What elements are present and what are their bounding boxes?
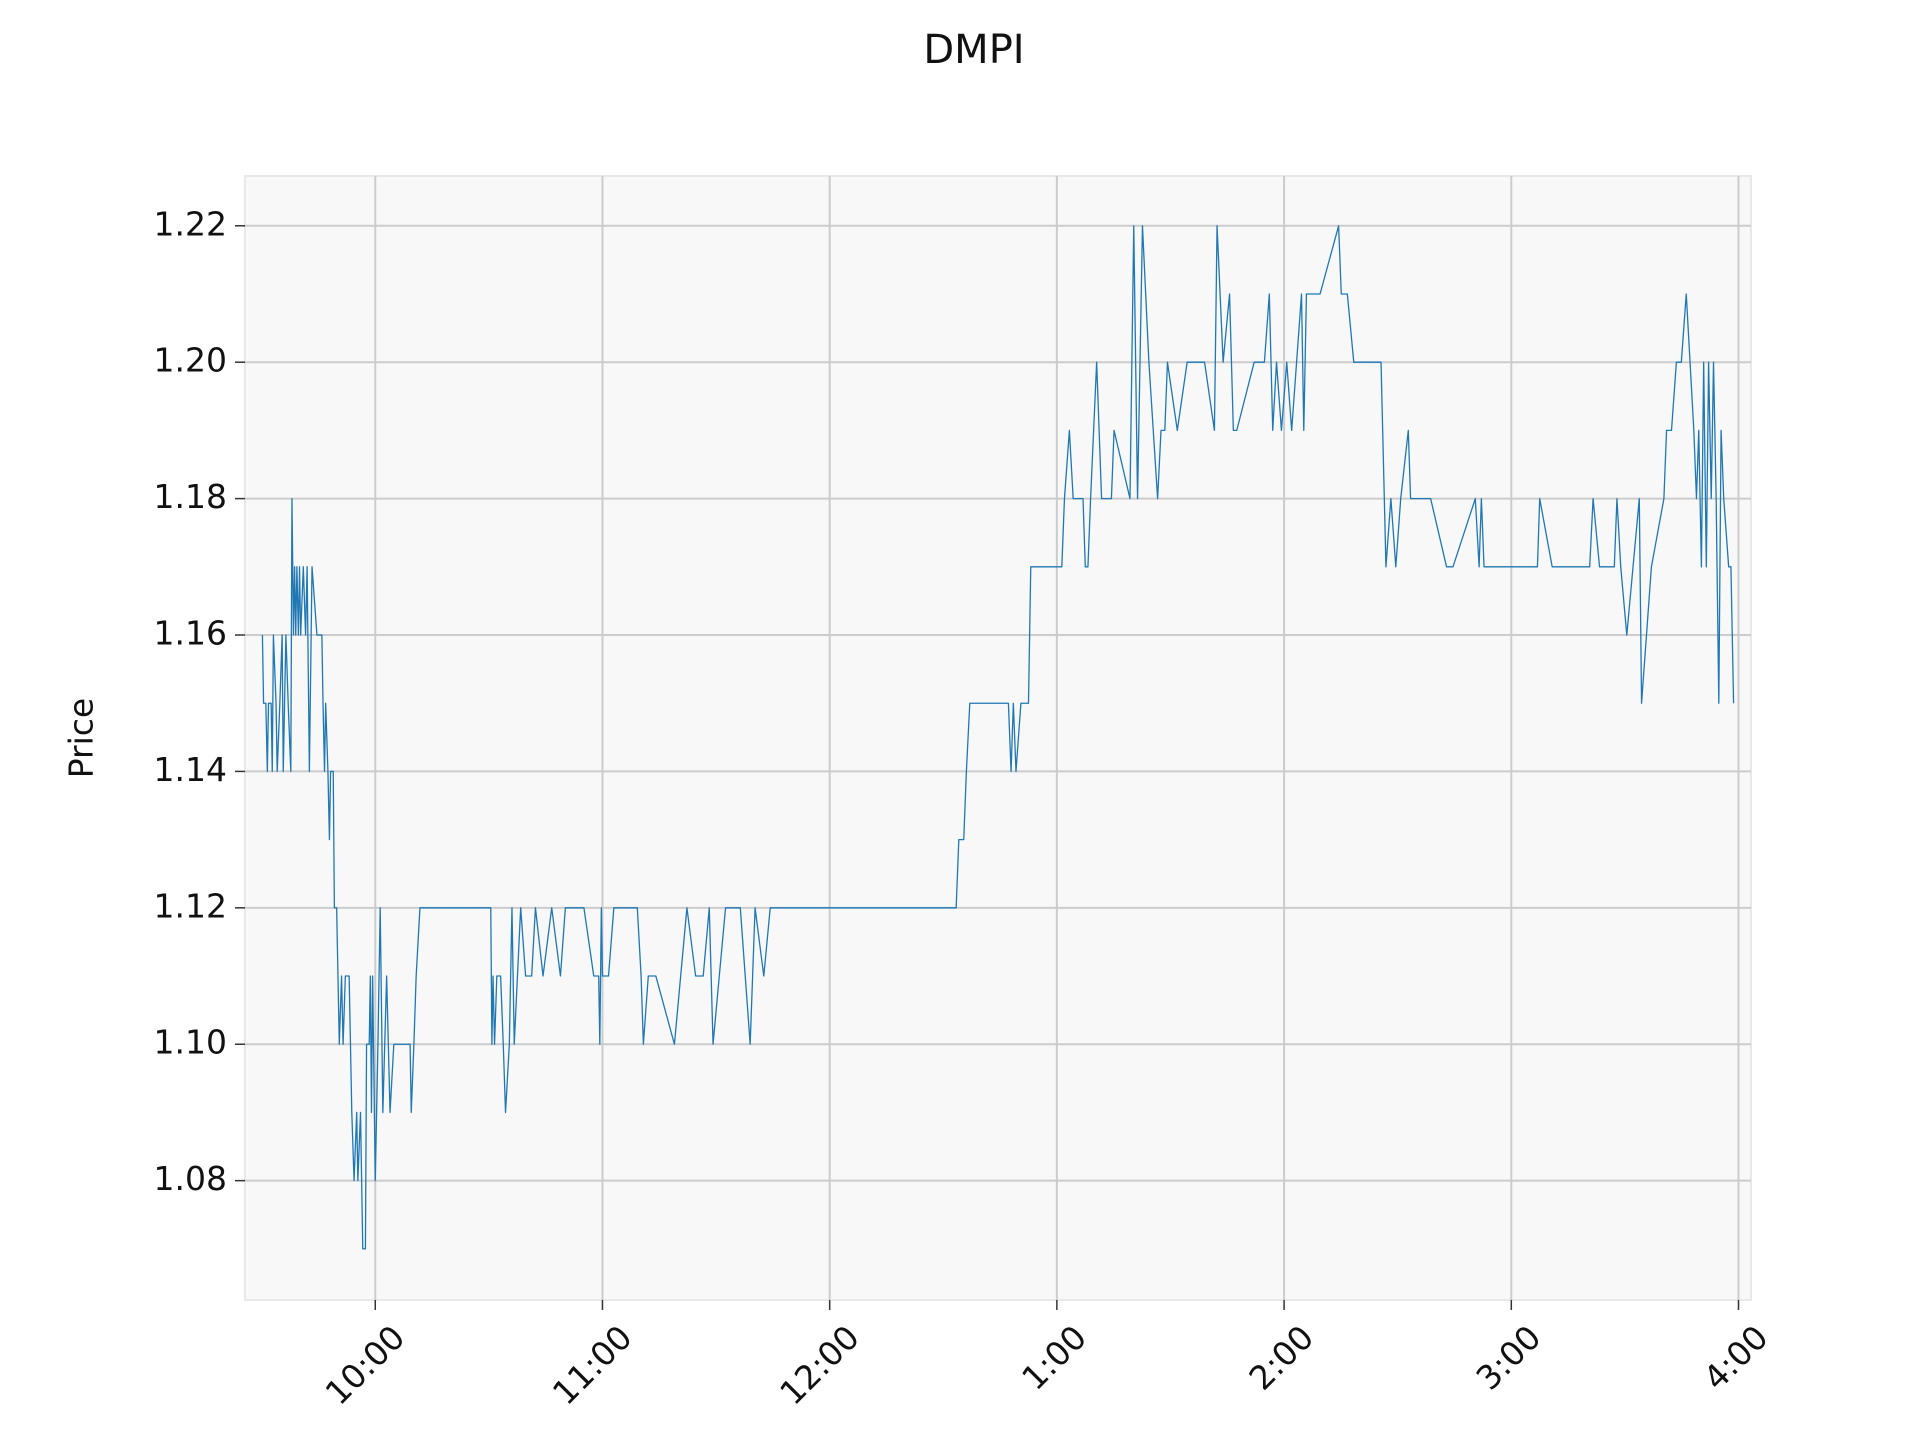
y-tick-label: 1.10 <box>154 1023 227 1062</box>
x-tick-label: 2:00 <box>1241 1318 1321 1398</box>
plot-area <box>244 175 1752 1301</box>
y-tick-label: 1.22 <box>154 204 227 243</box>
y-tick-label: 1.20 <box>154 341 227 380</box>
price-line <box>261 225 1735 1250</box>
x-tick-label: 3:00 <box>1469 1318 1549 1398</box>
x-tick-label: 4:00 <box>1696 1318 1776 1398</box>
y-tick-label: 1.16 <box>154 614 227 653</box>
y-tick-label: 1.12 <box>154 886 227 925</box>
x-tick-label: 12:00 <box>772 1318 867 1413</box>
y-tick-label: 1.14 <box>154 750 227 789</box>
x-tick-label: 1:00 <box>1014 1318 1094 1398</box>
x-tick-label: 10:00 <box>318 1318 413 1413</box>
y-axis-label: Price <box>62 698 101 779</box>
chart-title: DMPI <box>923 27 1024 73</box>
y-tick-label: 1.08 <box>154 1159 227 1198</box>
y-tick-label: 1.18 <box>154 477 227 516</box>
x-tick-label: 11:00 <box>545 1318 640 1413</box>
